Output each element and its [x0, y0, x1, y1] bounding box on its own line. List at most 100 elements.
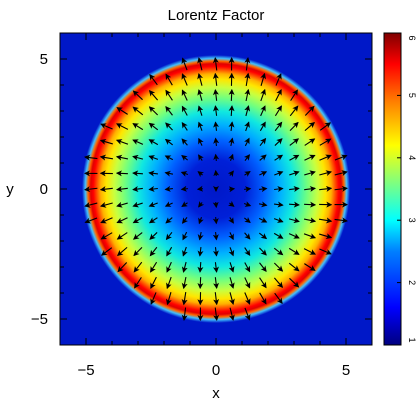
velocity-arrow: [319, 154, 332, 161]
velocity-arrow: [115, 186, 128, 193]
velocity-arrow: [259, 121, 266, 132]
velocity-arrow: [259, 137, 267, 147]
velocity-arrow: [150, 292, 157, 305]
velocity-arrow: [228, 277, 235, 289]
velocity-arrow: [197, 105, 204, 116]
velocity-arrow: [244, 307, 251, 321]
velocity-arrow: [258, 232, 268, 240]
y-tick-label: −5: [31, 311, 48, 328]
velocity-arrow: [181, 89, 188, 101]
velocity-arrow: [274, 105, 282, 117]
velocity-arrow: [243, 201, 252, 207]
velocity-arrow: [116, 201, 128, 208]
velocity-arrow: [116, 107, 128, 115]
velocity-arrow: [213, 169, 220, 177]
velocity-arrow: [132, 170, 143, 177]
velocity-arrow: [132, 123, 144, 131]
velocity-arrow: [182, 231, 188, 241]
velocity-arrow: [228, 232, 234, 241]
velocity-arrow: [100, 217, 113, 224]
velocity-arrow: [274, 138, 283, 146]
velocity-arrow: [260, 72, 267, 86]
velocity-arrow: [244, 216, 251, 224]
velocity-arrow: [99, 138, 113, 145]
velocity-arrow: [304, 170, 316, 177]
colorbar-tick-label: 3: [407, 218, 416, 223]
velocity-arrow: [197, 57, 204, 71]
velocity-arrow: [303, 233, 317, 239]
velocity-arrow: [289, 201, 300, 208]
velocity-arrow: [244, 186, 252, 193]
velocity-arrow: [132, 201, 143, 208]
y-axis: −5 0 5: [31, 32, 372, 346]
velocity-arrow: [289, 277, 300, 288]
velocity-arrow: [166, 246, 173, 257]
velocity-arrow: [198, 200, 205, 208]
velocity-arrow: [319, 138, 332, 146]
velocity-arrow: [84, 217, 98, 224]
velocity-arrow: [197, 72, 204, 86]
velocity-arrow: [197, 121, 204, 131]
velocity-arrow: [259, 277, 267, 289]
velocity-arrow: [289, 170, 300, 177]
velocity-arrow: [243, 154, 251, 161]
velocity-arrow: [318, 217, 333, 224]
velocity-arrow: [260, 105, 266, 117]
velocity-arrow: [134, 277, 142, 289]
velocity-arrow: [288, 217, 300, 224]
velocity-arrow: [334, 217, 348, 224]
velocity-arrow: [304, 105, 315, 116]
velocity-arrow: [197, 89, 204, 101]
velocity-arrow: [148, 106, 159, 116]
velocity-arrow: [228, 262, 235, 273]
velocity-arrow: [213, 105, 219, 116]
velocity-arrow: [213, 262, 219, 273]
velocity-arrow: [228, 186, 236, 193]
velocity-arrow: [273, 232, 284, 239]
velocity-arrow: [150, 276, 157, 289]
velocity-arrow: [228, 105, 235, 116]
velocity-arrow: [165, 105, 173, 116]
velocity-arrow: [181, 291, 188, 306]
velocity-arrow: [212, 88, 219, 101]
velocity-arrow: [150, 261, 158, 273]
velocity-arrow: [132, 232, 143, 240]
velocity-arrow: [275, 73, 282, 86]
velocity-arrow: [213, 292, 220, 306]
velocity-arrow: [228, 217, 234, 224]
velocity-arrow: [165, 122, 173, 131]
velocity-arrow: [148, 139, 159, 146]
velocity-arrow: [319, 248, 332, 255]
velocity-arrow: [132, 154, 144, 161]
velocity-arrow: [259, 247, 267, 256]
velocity-arrow: [133, 246, 143, 257]
velocity-arrow: [244, 57, 251, 71]
velocity-arrow: [180, 171, 189, 177]
velocity-arrow: [84, 201, 98, 208]
velocity-arrow: [228, 247, 235, 257]
colorbar-tick-label: 4: [407, 155, 416, 160]
velocity-arrow: [181, 276, 188, 290]
velocity-arrow: [115, 154, 129, 161]
velocity-arrow: [181, 121, 188, 131]
velocity-arrow: [273, 217, 284, 223]
velocity-arrow: [213, 277, 220, 290]
velocity-arrow: [181, 201, 188, 207]
velocity-arrow: [244, 171, 251, 177]
velocity-arrow: [132, 90, 143, 101]
velocity-arrow: [116, 123, 129, 130]
velocity-arrow: [303, 248, 316, 255]
velocity-arrow: [197, 231, 204, 241]
velocity-arrow: [133, 261, 143, 273]
velocity-arrow: [274, 121, 283, 132]
velocity-arrow: [259, 186, 268, 193]
velocity-arrow: [181, 73, 188, 86]
velocity-arrow: [84, 186, 98, 193]
velocity-arrow: [289, 121, 299, 132]
velocity-arrow: [115, 139, 129, 145]
velocity-arrow: [99, 201, 113, 208]
velocity-arrow: [148, 170, 158, 177]
velocity-arrow: [181, 217, 189, 224]
chart-title: Lorentz Factor: [168, 7, 265, 24]
velocity-arrow: [273, 277, 284, 289]
